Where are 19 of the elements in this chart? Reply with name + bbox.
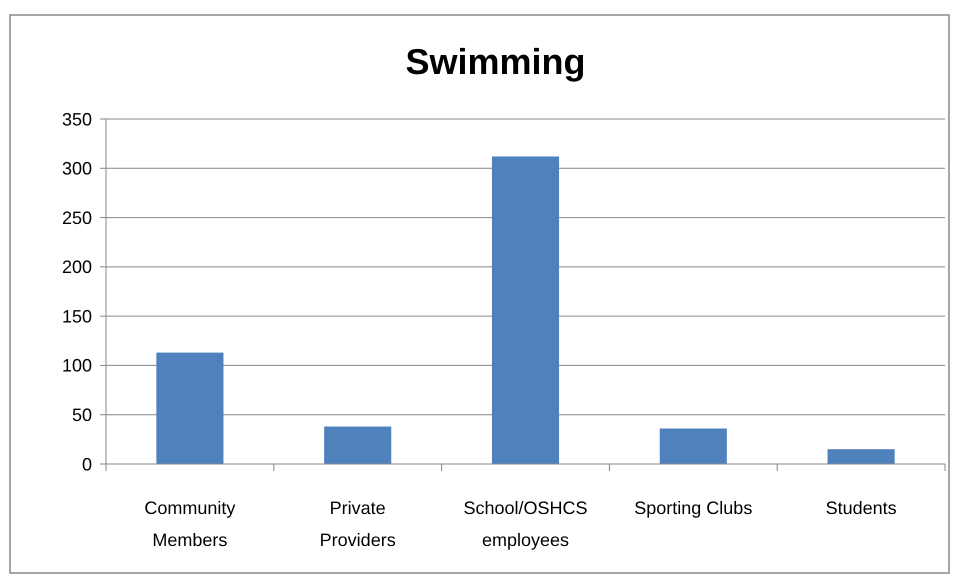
chart-title: Swimming bbox=[405, 41, 586, 82]
x-tick-label: Private Providers bbox=[320, 498, 396, 550]
y-tick-label: 0 bbox=[82, 454, 92, 474]
x-tick-label: Community Members bbox=[144, 498, 236, 550]
y-tick-label: 100 bbox=[62, 356, 92, 376]
bar bbox=[324, 426, 392, 464]
y-tick-label: 150 bbox=[62, 306, 92, 326]
y-tick-label: 350 bbox=[62, 109, 92, 130]
x-tick-label: School/OSHCS employees bbox=[463, 498, 588, 550]
bar bbox=[156, 352, 224, 464]
x-tick-label: Students bbox=[826, 498, 897, 518]
y-tick-label: 250 bbox=[62, 208, 92, 228]
y-tick-label: 50 bbox=[72, 405, 92, 426]
x-tick-label: Sporting Clubs bbox=[634, 498, 752, 518]
y-tick-label: 200 bbox=[62, 257, 92, 278]
y-tick-label: 300 bbox=[62, 158, 92, 179]
bar bbox=[828, 449, 895, 464]
bar bbox=[660, 428, 727, 464]
bar bbox=[492, 156, 560, 464]
